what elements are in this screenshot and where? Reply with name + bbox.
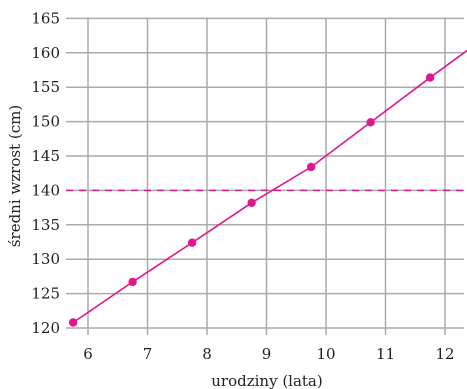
series-group [68,49,467,327]
x-tick-label: 8 [202,345,212,363]
x-axis-label: urodziny (lata) [211,372,322,389]
x-tick-label: 7 [143,345,153,363]
x-tick-labels: 6 7 8 9 10 11 12 [83,345,454,363]
x-tick-label: 11 [376,345,395,363]
y-axis-label: średni wzrost (cm) [6,105,24,247]
y-tick-label: 145 [31,147,60,165]
grid [66,17,464,335]
data-point [425,73,435,82]
x-tick-label: 9 [262,345,272,363]
y-tick-label: 135 [31,216,60,234]
data-point [366,118,375,127]
y-tick-label: 125 [31,285,60,303]
x-tick-label: 6 [83,345,93,363]
y-tick-label: 130 [31,250,60,268]
series-line [72,49,467,324]
data-point [68,318,78,327]
y-tick-label: 150 [31,113,60,131]
y-tick-label: 120 [31,319,60,337]
data-point [306,162,316,172]
y-tick-labels: 120 125 130 135 140 145 150 155 160 165 [31,9,60,337]
y-tick-label: 165 [31,9,60,27]
y-tick-label: 160 [31,44,60,62]
x-tick-label: 12 [435,345,454,363]
x-tick-label: 10 [316,345,335,363]
data-point [247,198,256,207]
y-tick-label: 140 [31,181,60,199]
y-tick-label: 155 [31,78,60,96]
data-point [128,277,137,287]
data-point [187,238,197,247]
